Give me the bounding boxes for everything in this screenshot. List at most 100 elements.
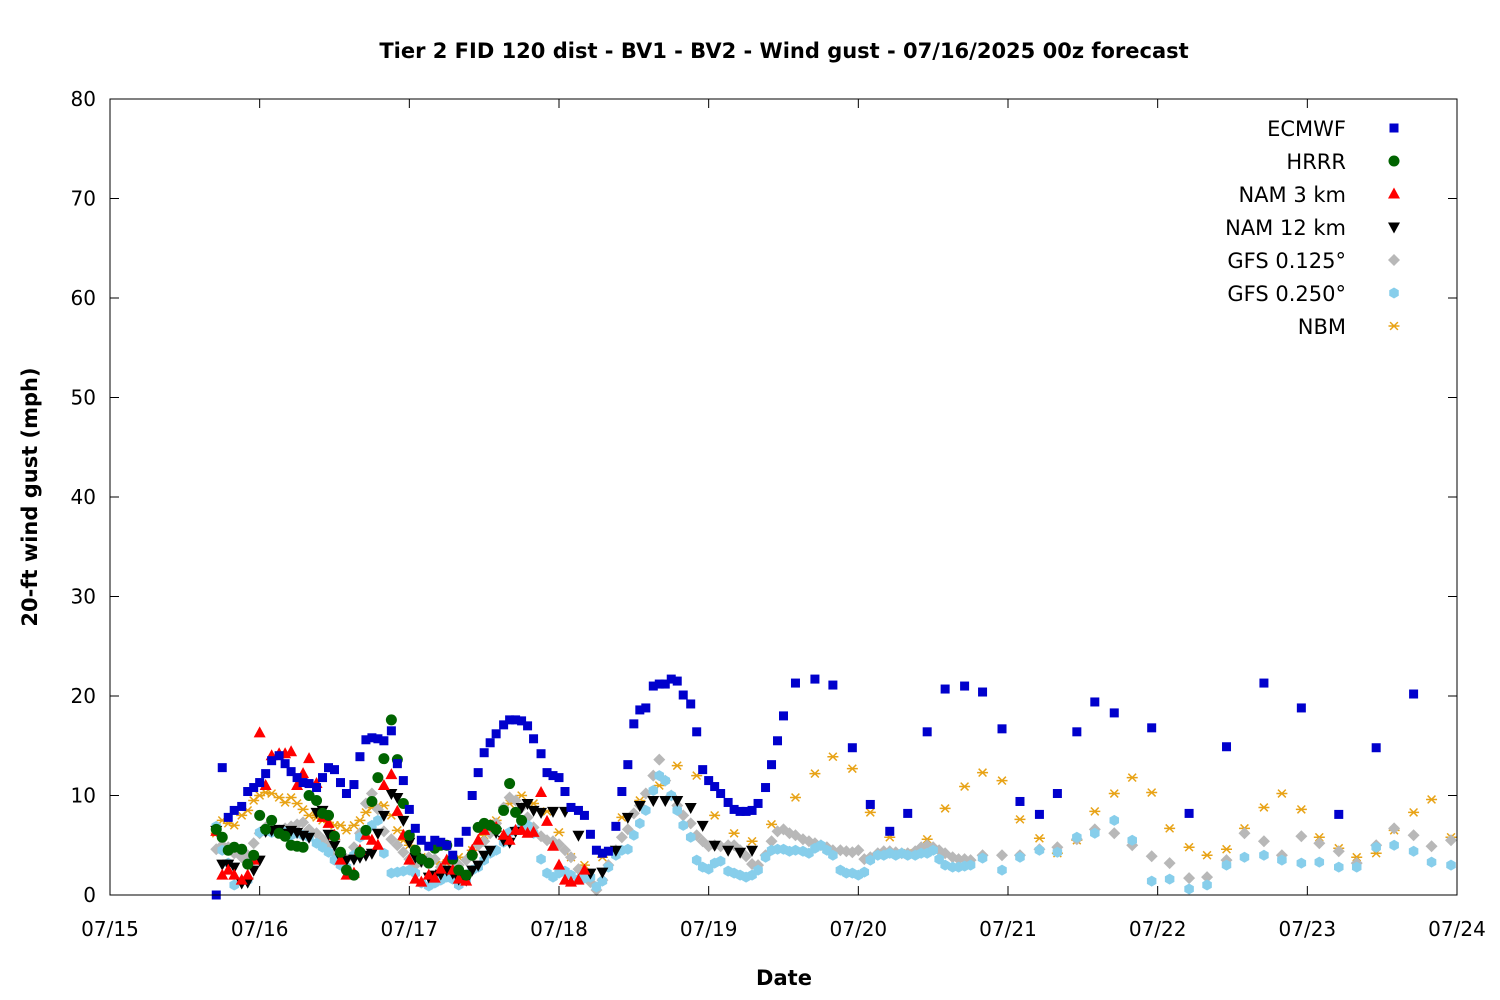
data-point — [623, 760, 633, 770]
data-point — [623, 843, 633, 855]
data-point — [753, 798, 763, 808]
series-ecmwf — [211, 674, 1419, 900]
data-point — [379, 847, 389, 859]
data-point — [1072, 831, 1082, 843]
legend-marker — [1388, 187, 1400, 199]
data-point — [965, 859, 976, 871]
data-point — [247, 837, 260, 850]
data-point — [291, 827, 304, 839]
data-point — [1408, 807, 1420, 817]
x-tick-label: 07/24 — [1428, 917, 1486, 941]
data-point — [1295, 830, 1308, 843]
data-point — [997, 724, 1007, 734]
x-tick-label: 07/16 — [231, 917, 289, 941]
data-point — [635, 817, 645, 829]
data-point — [753, 864, 763, 876]
data-point — [977, 852, 988, 864]
legend-label: GFS 0.250° — [1227, 282, 1346, 306]
data-point — [928, 844, 938, 856]
data-point — [360, 824, 372, 836]
data-point — [1126, 773, 1138, 783]
data-point — [311, 794, 323, 806]
data-point — [255, 778, 265, 788]
data-point — [473, 768, 483, 778]
data-point — [633, 800, 646, 812]
data-point — [572, 873, 585, 885]
data-point — [415, 875, 428, 887]
data-point — [365, 833, 378, 845]
data-point — [859, 866, 870, 878]
data-point — [409, 872, 422, 884]
data-point — [366, 795, 378, 807]
data-point — [678, 819, 688, 831]
data-point — [274, 751, 284, 761]
data-point — [1296, 703, 1306, 713]
data-point — [621, 812, 634, 824]
data-point — [541, 814, 554, 826]
data-point — [403, 837, 416, 849]
data-point — [648, 785, 659, 797]
data-point — [704, 776, 714, 786]
data-point — [430, 835, 440, 845]
legend-label: NAM 12 km — [1225, 216, 1346, 240]
data-point — [1446, 859, 1456, 871]
data-point — [1334, 861, 1344, 873]
data-point — [297, 816, 310, 829]
data-point — [373, 814, 383, 826]
data-point — [940, 684, 950, 694]
data-point — [547, 839, 560, 851]
data-point — [1146, 788, 1158, 797]
data-point — [1371, 841, 1381, 853]
data-point — [330, 765, 339, 775]
data-point — [448, 850, 458, 860]
data-point — [1015, 851, 1025, 863]
data-point — [497, 828, 510, 840]
data-point — [516, 814, 528, 826]
data-point — [629, 829, 639, 841]
data-point — [371, 838, 384, 850]
data-point — [385, 768, 398, 780]
data-point — [692, 727, 702, 737]
legend-marker — [1389, 123, 1399, 133]
series-gfs-0-250- — [211, 770, 1456, 895]
data-point — [1332, 845, 1345, 858]
data-point — [715, 855, 726, 867]
data-point — [1408, 845, 1419, 857]
data-point — [591, 845, 601, 855]
data-point — [566, 869, 576, 881]
data-point — [542, 768, 552, 778]
data-point — [1033, 833, 1045, 843]
data-point — [535, 807, 548, 819]
data-point — [397, 815, 410, 827]
data-point — [535, 786, 548, 798]
data-point — [710, 782, 720, 792]
data-point — [603, 846, 613, 856]
data-point — [1426, 795, 1438, 804]
data-point — [1127, 834, 1137, 846]
data-point — [391, 825, 403, 835]
data-point — [452, 872, 465, 884]
data-point — [378, 753, 390, 765]
data-point — [1052, 846, 1063, 858]
data-point — [553, 858, 565, 870]
data-point — [261, 769, 271, 779]
data-point — [254, 809, 266, 821]
data-point — [641, 804, 651, 816]
data-point — [379, 736, 389, 746]
data-point — [328, 840, 341, 852]
data-point — [348, 869, 360, 881]
data-point — [578, 863, 591, 875]
data-point — [334, 853, 347, 865]
data-point — [597, 848, 607, 858]
data-point — [553, 827, 565, 837]
data-point — [635, 705, 645, 715]
data-point — [1108, 827, 1121, 840]
data-point — [760, 851, 771, 863]
data-point — [922, 727, 932, 737]
data-point — [1183, 842, 1195, 852]
data-point — [228, 820, 240, 830]
data-point — [828, 680, 838, 690]
y-tick-label: 50 — [71, 386, 96, 410]
data-point — [323, 809, 335, 821]
